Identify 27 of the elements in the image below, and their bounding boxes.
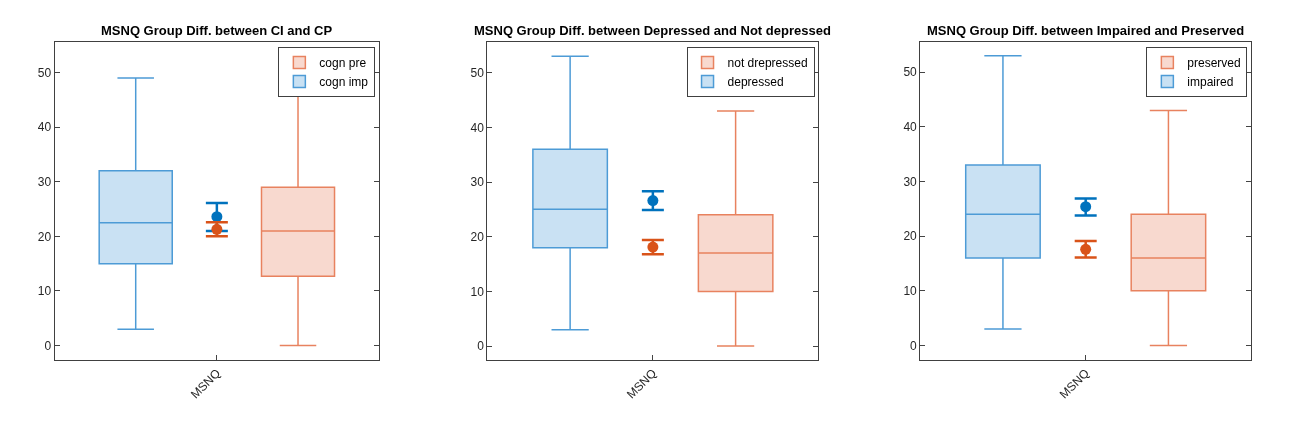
legend-label: cogn pre [319,56,367,71]
y-tick-label: 0 [44,338,52,353]
legend-label: cogn imp [319,75,369,90]
y-tick-label: 20 [37,229,52,244]
chart-title: MSNQ Group Diff. between Impaired and Preserved [927,23,1245,38]
y-tick-label: 30 [903,174,918,189]
y-tick-label: 40 [470,120,485,135]
y-tick-label: 50 [903,65,918,80]
legend-label: preserved [1187,56,1241,71]
legend-label: impaired [1187,75,1234,90]
y-tick-label: 20 [903,229,918,244]
y-tick-label: 10 [470,284,485,299]
y-tick-label: 10 [37,284,52,299]
legend-label: not drepressed [727,56,808,71]
y-tick-label: 20 [470,229,485,244]
y-tick-label: 40 [37,120,52,135]
y-tick-label: 50 [37,65,52,80]
legend-label: depressed [727,75,784,90]
y-tick-label: 30 [37,174,52,189]
chart-title: MSNQ Group Diff. between CI and CP [101,23,333,38]
y-tick-label: 40 [903,119,918,134]
y-tick-label: 50 [470,65,485,80]
chart-title: MSNQ Group Diff. between Depressed and Not depressed [474,23,831,38]
y-tick-label: 0 [910,338,918,353]
y-tick-label: 30 [470,175,485,190]
y-tick-label: 0 [477,339,485,354]
y-tick-label: 10 [903,284,918,299]
